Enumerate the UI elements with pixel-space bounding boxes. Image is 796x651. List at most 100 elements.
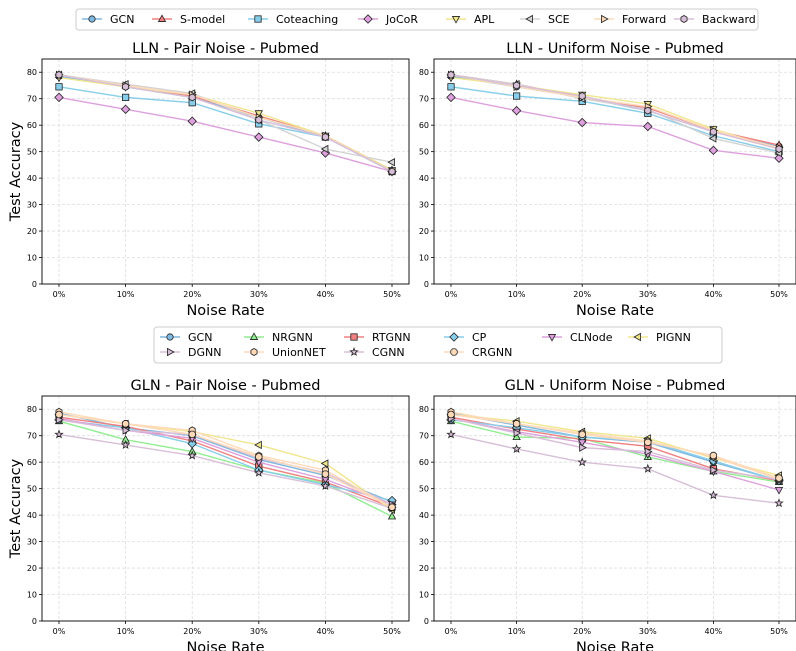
data-point [387,511,397,520]
legend-label: GCN [188,331,212,344]
legend-marker [451,16,461,24]
chart-title: LLN - Pair Noise - Pubmed [132,41,319,57]
series-backward [447,70,783,153]
legend-marker [349,347,359,357]
data-point [447,410,455,419]
legend-label: SCE [548,13,570,26]
data-point [55,70,63,79]
series-backward [55,70,396,176]
data-point [120,104,131,115]
y-tick-label: 70 [419,432,429,441]
data-point [577,117,587,128]
legend-item-unionnet: UnionNET [244,346,326,359]
axes-frame [41,58,410,285]
data-point [55,83,63,91]
y-tick-label: 10 [419,591,429,600]
series-line [58,419,393,502]
series-forward [56,70,397,176]
legend-marker [449,332,459,342]
data-point [388,503,396,511]
data-point [122,93,130,101]
data-point [320,459,329,468]
y-tick-label: 50 [27,485,37,494]
data-point [775,145,783,153]
axes-frame [433,58,796,285]
data-point [643,121,653,132]
data-point [54,92,64,103]
data-point [644,447,653,456]
data-point [120,439,131,450]
chart-title: GLN - Uniform Noise - Pubmed [505,378,726,394]
panel-lln-pair-noise-pubmed: 0 10 20 30 40 50 60 70 80 0% 10% 20% 30% 40% 50% LLN - … [8,41,410,319]
x-tick-label: 50% [383,290,401,299]
legend-item-pignn: PIGNN [628,331,691,344]
y-tick-label: 30 [27,538,37,547]
legend-marker [167,347,175,357]
y-tick-label: 40 [419,511,429,520]
legend-marker [601,14,609,24]
series-line [58,433,393,510]
legend-lln: GCN S-model Coteaching JoCoR APL SCE Forward Ba… [75,8,759,31]
series-line [450,74,780,149]
y-tick-label: 80 [419,68,429,77]
y-tick-label: 0 [32,617,37,626]
legend-item-s-model: S-model [152,13,225,26]
y-tick-label: 50 [27,148,37,157]
series-coteaching [447,83,783,156]
data-point [710,465,719,475]
x-tick-label: 50% [383,627,401,636]
y-tick-label: 70 [27,432,37,441]
data-point [578,439,587,447]
x-tick-label: 10% [117,627,135,636]
chart-title: GLN - Pair Noise - Pubmed [131,378,321,394]
x-tick-label: 50% [770,627,788,636]
y-tick-label: 60 [419,458,429,467]
legend-label: CGNN [372,346,405,359]
legend-marker [88,15,96,23]
data-point [122,82,130,91]
x-tick-label: 40% [705,290,723,299]
x-tick-label: 0% [445,627,458,636]
series-line [58,74,393,171]
x-tick-label: 20% [573,290,591,299]
series-line [450,74,780,154]
y-tick-label: 10 [27,591,37,600]
y-tick-label: 60 [419,121,429,130]
panel-gln-uniform-noise-pubmed: 0 10 20 30 40 50 60 70 80 0% 10% 20% 30% 40% 50% GLN - … [419,378,796,651]
x-axis-label: Noise Rate [576,640,654,651]
y-tick-label: 80 [419,405,429,414]
data-point [643,463,653,473]
y-tick-label: 0 [424,280,429,289]
data-point [321,470,330,478]
x-tick-label: 0% [53,290,66,299]
y-tick-label: 0 [424,617,429,626]
legend-frame [153,326,723,364]
y-tick-label: 10 [419,254,429,263]
data-point [446,92,456,103]
data-point [254,467,264,477]
legend-label: Backward [702,13,756,26]
x-axis-label: Noise Rate [186,303,264,319]
legend-label: Coteaching [276,13,338,26]
y-tick-label: 30 [419,538,429,547]
data-point [774,487,784,495]
legend-marker [254,15,262,23]
legend-item-sce: SCE [520,13,570,26]
legend-item-apl: APL [446,13,495,26]
data-point [188,430,196,439]
data-point [187,438,197,449]
legend-item-cp: CP [444,331,487,344]
legend-item-rtgnn: RTGNN [344,331,411,344]
y-tick-label: 10 [27,254,37,263]
data-point [320,481,331,491]
legend-marker [157,14,167,22]
legend-label: CP [472,331,487,344]
series-apl [54,74,397,175]
legend-frame [75,8,759,31]
series-line [58,74,393,173]
x-tick-label: 30% [250,627,268,636]
x-axis-label: Noise Rate [576,303,654,319]
data-point [708,134,717,143]
legend-marker [633,332,641,342]
legend-marker [350,333,358,341]
